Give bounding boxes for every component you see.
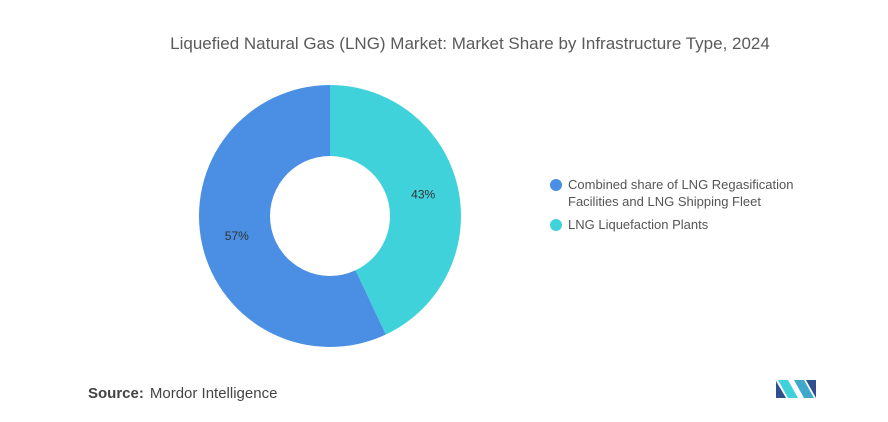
data-label: 43% xyxy=(411,187,435,201)
legend: Combined share of LNG Regasification Fac… xyxy=(550,176,820,239)
data-label: 57% xyxy=(225,229,249,243)
source-name: Mordor Intelligence xyxy=(149,385,278,402)
donut-slice xyxy=(199,85,386,347)
logo xyxy=(776,380,816,398)
legend-item: Combined share of LNG Regasification Fac… xyxy=(550,176,820,210)
chart-title: Liquefied Natural Gas (LNG) Market: Mark… xyxy=(170,34,770,53)
legend-item: LNG Liquefaction Plants xyxy=(550,216,820,233)
donut-slice xyxy=(330,85,462,335)
legend-marker xyxy=(550,219,562,231)
legend-marker xyxy=(550,179,562,191)
legend-label: Combined share of LNG Regasification Fac… xyxy=(568,177,794,209)
source-label: Source: xyxy=(88,385,144,402)
source: Source: Mordor Intelligence xyxy=(88,385,277,402)
legend-label: LNG Liquefaction Plants xyxy=(568,217,709,232)
